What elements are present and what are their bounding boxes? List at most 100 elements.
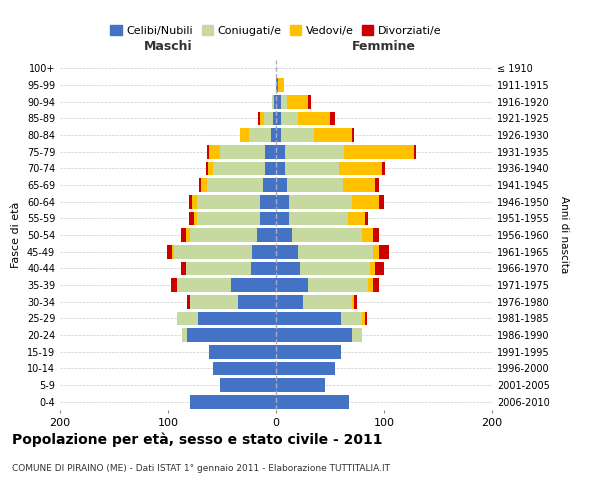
Bar [207,145,209,158]
Bar [276,395,349,408]
Bar [263,178,276,192]
Bar [281,112,298,125]
Bar [214,162,265,175]
Bar [276,345,341,358]
Bar [208,162,214,175]
Bar [365,212,368,225]
Text: Femmine: Femmine [352,40,416,52]
Bar [338,162,382,175]
Bar [352,328,362,342]
Bar [187,228,190,242]
Bar [198,312,276,325]
Bar [343,178,376,192]
Bar [260,112,264,125]
Bar [260,212,276,225]
Bar [274,95,276,108]
Bar [276,78,278,92]
Bar [298,245,373,258]
Bar [194,212,197,225]
Bar [192,195,197,208]
Legend: Celibi/Nubili, Coniugati/e, Vedovi/e, Divorziati/e: Celibi/Nubili, Coniugati/e, Vedovi/e, Di… [106,20,446,40]
Y-axis label: Anni di nascita: Anni di nascita [559,196,569,274]
Bar [190,228,257,242]
Bar [264,112,273,125]
Bar [276,228,292,242]
Bar [257,112,260,125]
Bar [289,195,352,208]
Bar [207,178,263,192]
Bar [376,262,384,275]
Bar [314,128,352,142]
Bar [190,395,276,408]
Bar [287,178,343,192]
Bar [370,262,376,275]
Bar [260,195,276,208]
Bar [373,228,379,242]
Bar [289,212,349,225]
Bar [214,362,276,375]
Bar [349,212,365,225]
Text: Popolazione per età, sesso e stato civile - 2011: Popolazione per età, sesso e stato civil… [12,432,383,447]
Bar [276,95,281,108]
Bar [344,145,414,158]
Bar [272,95,274,108]
Bar [330,112,335,125]
Bar [373,245,379,258]
Bar [373,278,379,292]
Bar [379,195,384,208]
Bar [276,245,298,258]
Bar [292,228,362,242]
Bar [188,195,192,208]
Bar [209,145,220,158]
Bar [365,312,367,325]
Bar [341,312,362,325]
Bar [175,245,252,258]
Bar [209,345,276,358]
Bar [172,245,175,258]
Bar [276,312,341,325]
Bar [181,228,187,242]
Bar [188,212,194,225]
Bar [276,162,284,175]
Bar [238,295,276,308]
Bar [206,162,208,175]
Bar [276,145,284,158]
Bar [352,195,379,208]
Bar [197,195,260,208]
Bar [362,228,373,242]
Bar [352,295,354,308]
Bar [352,128,354,142]
Y-axis label: Fasce di età: Fasce di età [11,202,21,268]
Bar [278,78,284,92]
Bar [284,162,338,175]
Bar [300,262,370,275]
Bar [308,278,368,292]
Bar [276,128,281,142]
Bar [176,278,230,292]
Bar [414,145,416,158]
Bar [257,228,276,242]
Bar [273,112,276,125]
Bar [249,128,271,142]
Bar [376,178,379,192]
Bar [220,378,276,392]
Bar [308,95,311,108]
Bar [197,212,260,225]
Bar [284,145,344,158]
Bar [303,295,352,308]
Bar [187,328,276,342]
Bar [187,262,251,275]
Bar [382,162,385,175]
Bar [276,262,300,275]
Bar [265,162,276,175]
Bar [298,112,330,125]
Bar [241,128,249,142]
Bar [187,295,190,308]
Bar [190,295,238,308]
Bar [276,362,335,375]
Bar [276,112,281,125]
Bar [276,295,303,308]
Text: Maschi: Maschi [143,40,193,52]
Bar [281,95,287,108]
Bar [220,145,265,158]
